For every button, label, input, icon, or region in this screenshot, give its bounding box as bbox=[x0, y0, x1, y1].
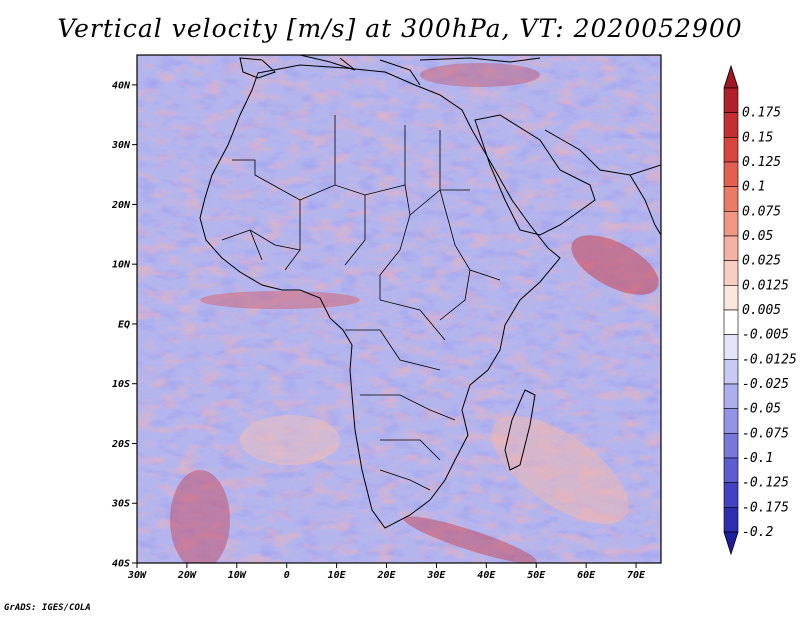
colorbar-swatch bbox=[723, 137, 739, 163]
lon-tick-label: 10E bbox=[328, 570, 347, 581]
colorbar-label: 0.05 bbox=[742, 229, 773, 244]
lat-tick-label: 20N bbox=[111, 200, 131, 211]
lon-tick-label: 30W bbox=[127, 570, 147, 581]
colorbar-label: -0.175 bbox=[742, 500, 789, 515]
lat-tick-label: 30S bbox=[111, 499, 130, 510]
colorbar-label: -0.05 bbox=[742, 402, 781, 417]
lon-tick-label: 60E bbox=[577, 570, 596, 581]
colorbar-label: 0.15 bbox=[742, 130, 773, 145]
colorbar-swatch bbox=[723, 309, 739, 335]
colorbar-swatch bbox=[723, 161, 739, 187]
lat-tick-label: 10S bbox=[112, 379, 130, 390]
colorbar: 0.175 0.15 0.125 0.1 0.075 0.05 0.025 0.0125 0.0… bbox=[723, 64, 797, 556]
colorbar-label: -0.2 bbox=[742, 525, 773, 540]
colorbar-swatch bbox=[723, 408, 739, 434]
colorbar-label: 0.005 bbox=[742, 303, 781, 318]
colorbar-swatch bbox=[723, 507, 739, 533]
colorbar-swatch bbox=[723, 285, 739, 311]
colorbar-swatch bbox=[723, 186, 739, 212]
colorbar-swatch bbox=[723, 235, 739, 261]
colorbar-swatch bbox=[723, 87, 739, 113]
map-title: Vertical velocity [m/s] at 300hPa, VT: 2… bbox=[57, 14, 743, 43]
colorbar-label: 0.0125 bbox=[742, 278, 789, 293]
colorbar-label: -0.1 bbox=[742, 451, 773, 466]
lat-tick-label: EQ bbox=[118, 319, 130, 330]
colorbar-swatch bbox=[723, 260, 739, 286]
lat-tick-label: 40S bbox=[112, 559, 130, 570]
footer-credit: GrADS: IGES/COLA bbox=[4, 603, 91, 613]
colorbar-swatch bbox=[723, 433, 739, 459]
political-borders bbox=[221, 115, 501, 491]
map-plot-area bbox=[136, 54, 662, 564]
lon-tick-label: 0 bbox=[284, 570, 290, 581]
coastlines bbox=[199, 55, 661, 529]
colorbar-swatch bbox=[723, 482, 739, 508]
colorbar-swatch bbox=[723, 112, 739, 138]
lon-tick-label: 50E bbox=[527, 570, 546, 581]
colorbar-top-triangle bbox=[723, 64, 739, 89]
lat-tick-label: 40N bbox=[112, 80, 131, 91]
colorbar-label: 0.175 bbox=[742, 106, 781, 121]
colorbar-label: 0.125 bbox=[742, 155, 781, 170]
colorbar-swatch bbox=[723, 359, 739, 385]
colorbar-bottom-triangle bbox=[723, 531, 739, 556]
colorbar-label: 0.1 bbox=[742, 180, 765, 195]
colorbar-label: 0.075 bbox=[742, 204, 781, 219]
lon-tick-label: 20W bbox=[177, 570, 197, 581]
colorbar-swatch bbox=[723, 383, 739, 409]
colorbar-label: 0.025 bbox=[742, 254, 781, 269]
lon-tick-label: 70E bbox=[627, 570, 646, 581]
lat-tick-label: 10N bbox=[112, 260, 131, 271]
lat-tick-label: 20S bbox=[111, 439, 130, 450]
colorbar-label: -0.075 bbox=[742, 426, 789, 441]
lat-tick-label: 30N bbox=[111, 140, 131, 151]
colorbar-label: -0.0125 bbox=[742, 352, 797, 367]
colorbar-swatch bbox=[723, 457, 739, 483]
colorbar-swatch bbox=[723, 211, 739, 237]
colorbar-label: -0.125 bbox=[742, 476, 789, 491]
lon-tick-label: 20E bbox=[376, 570, 396, 581]
colorbar-swatch bbox=[723, 334, 739, 360]
colorbar-label: -0.005 bbox=[742, 328, 789, 343]
lon-tick-label: 10W bbox=[228, 570, 247, 581]
lon-tick-label: 40E bbox=[477, 570, 496, 581]
colorbar-label: -0.025 bbox=[742, 377, 789, 392]
lon-tick-label: 30E bbox=[426, 570, 446, 581]
